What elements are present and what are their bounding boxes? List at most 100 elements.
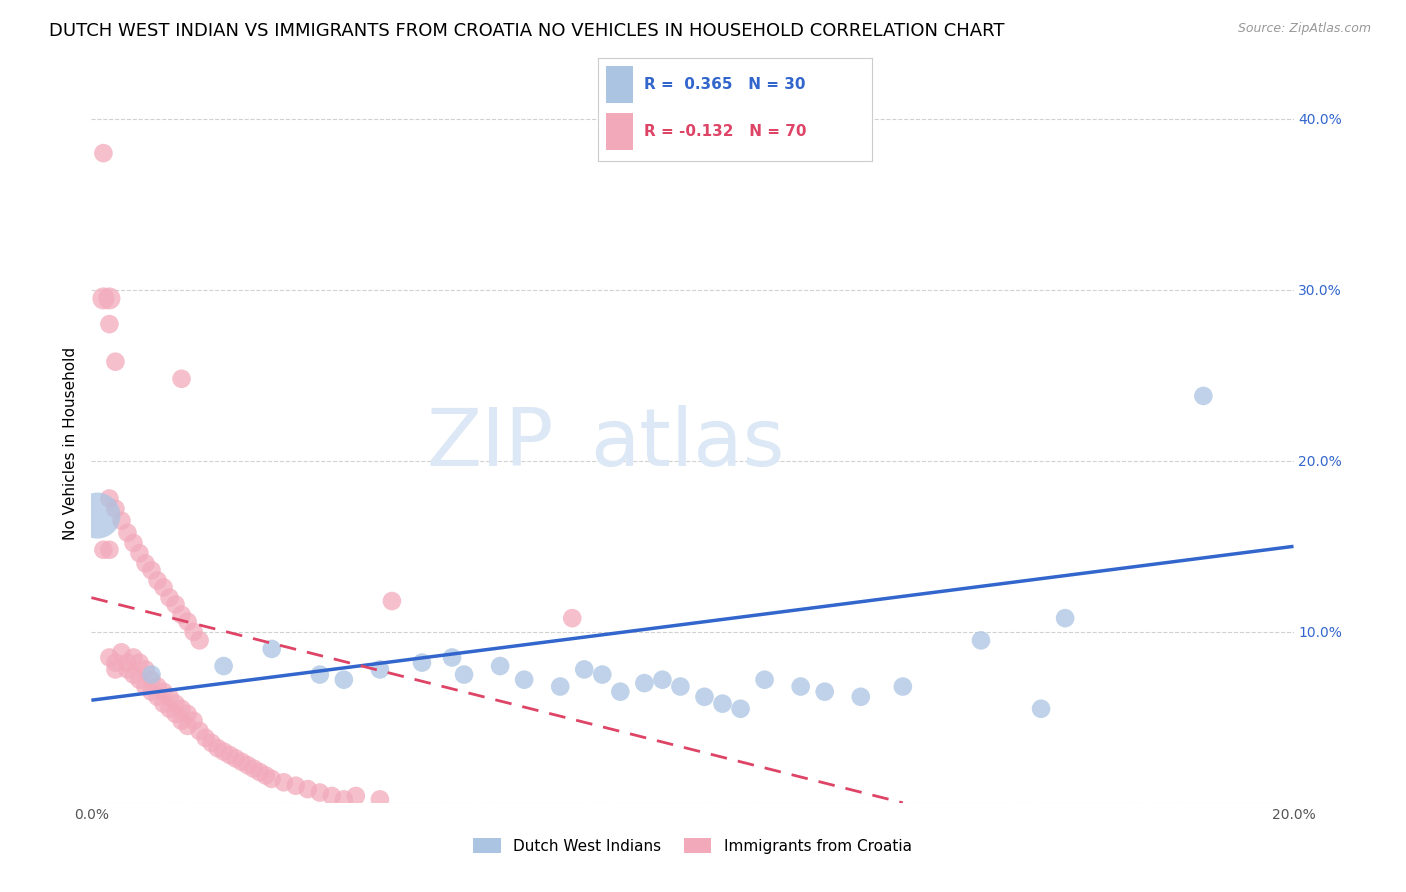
Point [122, 667, 145, 681]
Point [110, 514, 132, 528]
Text: atlas: atlas [591, 405, 785, 483]
Point [453, 667, 475, 681]
Point [218, 747, 240, 762]
Point [93, 542, 115, 557]
Point [134, 662, 156, 677]
Point [170, 702, 193, 716]
Point [1029, 702, 1052, 716]
Point [86, 508, 108, 523]
Point [104, 662, 127, 677]
Point [134, 680, 156, 694]
Point [176, 706, 198, 721]
Point [98, 650, 121, 665]
Point [231, 755, 253, 769]
Point [225, 751, 247, 765]
Point [574, 662, 596, 677]
Point [194, 731, 217, 745]
Point [333, 792, 356, 806]
Text: ZIP: ZIP [427, 405, 554, 483]
Point [134, 557, 156, 571]
Point [128, 546, 150, 560]
Point [183, 624, 205, 639]
Y-axis label: No Vehicles in Household: No Vehicles in Household [63, 347, 79, 541]
Bar [606, 113, 633, 150]
Point [128, 656, 150, 670]
Point [513, 673, 536, 687]
Point [1054, 611, 1077, 625]
Point [891, 680, 914, 694]
Point [170, 714, 193, 728]
Point [333, 673, 356, 687]
Point [212, 744, 235, 758]
Point [159, 591, 181, 605]
Point [548, 680, 571, 694]
Point [170, 607, 193, 622]
Point [344, 789, 367, 803]
Point [141, 673, 163, 687]
Point [152, 581, 174, 595]
Point [146, 574, 169, 588]
Point [152, 697, 174, 711]
Point [633, 676, 655, 690]
Point [789, 680, 811, 694]
Point [284, 779, 307, 793]
Point [609, 684, 631, 698]
Point [711, 697, 734, 711]
Point [970, 633, 993, 648]
Point [93, 146, 115, 161]
Point [128, 673, 150, 687]
Point [754, 673, 776, 687]
Point [159, 690, 181, 704]
Point [165, 697, 187, 711]
Point [212, 659, 235, 673]
Point [381, 594, 404, 608]
Point [117, 525, 139, 540]
Point [122, 536, 145, 550]
Point [117, 662, 139, 677]
Point [260, 772, 283, 786]
Point [1192, 389, 1215, 403]
Point [254, 768, 277, 782]
Point [591, 667, 613, 681]
Point [146, 690, 169, 704]
Point [440, 650, 463, 665]
Point [141, 563, 163, 577]
Point [849, 690, 872, 704]
Text: DUTCH WEST INDIAN VS IMMIGRANTS FROM CROATIA NO VEHICLES IN HOUSEHOLD CORRELATIO: DUTCH WEST INDIAN VS IMMIGRANTS FROM CRO… [49, 22, 1005, 40]
Point [98, 542, 121, 557]
Point [693, 690, 716, 704]
Point [183, 714, 205, 728]
Point [273, 775, 295, 789]
Bar [606, 66, 633, 103]
Point [814, 684, 837, 698]
Point [561, 611, 583, 625]
Point [188, 724, 211, 739]
Point [188, 633, 211, 648]
Legend: Dutch West Indians, Immigrants from Croatia: Dutch West Indians, Immigrants from Croa… [467, 831, 918, 860]
Point [159, 702, 181, 716]
Point [165, 598, 187, 612]
Point [651, 673, 673, 687]
Point [201, 736, 224, 750]
Text: R =  0.365   N = 30: R = 0.365 N = 30 [644, 77, 806, 92]
Point [176, 719, 198, 733]
Text: Source: ZipAtlas.com: Source: ZipAtlas.com [1237, 22, 1371, 36]
Point [730, 702, 752, 716]
Point [176, 615, 198, 629]
Point [249, 765, 271, 780]
Point [104, 656, 127, 670]
Point [98, 491, 121, 506]
Point [110, 645, 132, 659]
Point [165, 706, 187, 721]
Point [117, 656, 139, 670]
Point [98, 292, 121, 306]
Point [141, 684, 163, 698]
Point [141, 667, 163, 681]
Point [411, 656, 433, 670]
Point [308, 667, 330, 681]
Point [321, 789, 343, 803]
Point [93, 292, 115, 306]
Point [207, 741, 229, 756]
Point [242, 762, 264, 776]
Point [297, 782, 319, 797]
